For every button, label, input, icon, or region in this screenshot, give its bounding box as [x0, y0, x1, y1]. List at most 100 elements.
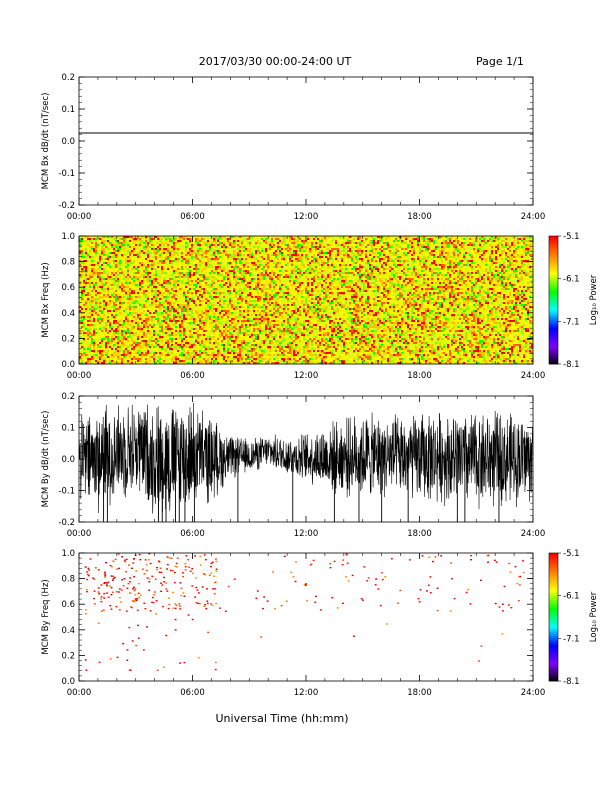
bx-spectrogram-cell: [133, 334, 136, 337]
bx-spectrogram-cell: [115, 272, 118, 275]
bx-spectrogram-cell: [127, 292, 130, 295]
bx-spectrogram-cell: [249, 344, 252, 347]
bx-spectrogram-cell: [223, 284, 226, 287]
bx-spectrogram-cell: [109, 324, 112, 327]
bx-spectrogram-cell: [259, 236, 262, 239]
bx-spectrogram-cell: [177, 262, 180, 265]
bx-spectrogram-cell: [101, 328, 104, 331]
bx-spectrogram-cell: [109, 310, 112, 313]
bx-spectrogram-cell: [227, 260, 230, 263]
bx-spectrogram-cell: [131, 256, 134, 259]
bx-spectrogram-cell: [221, 312, 224, 315]
bx-spectrogram-cell: [217, 358, 220, 361]
bx-spectrogram-cell: [93, 260, 96, 263]
bx-spectrogram-cell: [89, 254, 92, 257]
bx-spectrogram-cell: [217, 346, 220, 349]
bx-spectrogram-cell: [85, 266, 88, 269]
bx-spectrogram-cell: [267, 274, 270, 277]
bx-spectrogram-cell: [257, 306, 260, 309]
bx-spectrogram-cell: [227, 326, 230, 329]
bx-spectrogram-cell: [155, 270, 158, 273]
bx-spectrogram-cell: [147, 308, 150, 311]
bx-spectrogram-cell: [239, 336, 242, 339]
bx-spectrogram-cell: [153, 296, 156, 299]
bx-spectrogram-cell: [257, 284, 260, 287]
bx-spectrogram-cell: [227, 284, 230, 287]
bx-spectrogram-cell: [267, 350, 270, 353]
bx-spectrogram-cell: [163, 350, 166, 353]
bx-spectrogram-cell: [105, 244, 108, 247]
bx-spectrogram-cell: [195, 254, 198, 257]
bx-spectrogram-cell: [139, 314, 142, 317]
bx-spectrogram-cell: [261, 268, 264, 271]
bx-spectrogram-cell: [239, 312, 242, 315]
bx-spectrogram-cell: [133, 326, 136, 329]
bx-spectrogram-cell: [257, 336, 260, 339]
bx-spectrogram-cell: [221, 264, 224, 267]
bx-spectrogram-cell: [155, 318, 158, 321]
bx-spectrogram-cell: [265, 256, 268, 259]
bx-spectrogram-cell: [171, 240, 174, 243]
bx-spectrogram-cell: [117, 240, 120, 243]
bx-spectrogram-cell: [245, 354, 248, 357]
bx-spectrogram-cell: [81, 296, 84, 299]
bx-spectrogram-cell: [141, 248, 144, 251]
bx-spectrogram-cell: [157, 236, 160, 239]
bx-spectrogram-cell: [133, 308, 136, 311]
bx-spectrogram-cell: [191, 356, 194, 359]
bx-spectrogram-cell: [157, 362, 160, 365]
bx-spectrogram-cell: [263, 342, 266, 345]
bx-spectrogram-cell: [247, 236, 250, 239]
bx-spectrogram-cell: [217, 332, 220, 335]
bx-spectrogram-cell: [207, 276, 210, 279]
bx-spectrogram-cell: [233, 266, 236, 269]
bx-spectrogram-cell: [219, 270, 222, 273]
bx-spectrogram-cell: [201, 288, 204, 291]
bx-spectrogram-cell: [183, 334, 186, 337]
bx-spectrogram-cell: [87, 284, 90, 287]
bx-spectrogram-cell: [117, 308, 120, 311]
bx-spectrogram-cell: [127, 268, 130, 271]
bx-spectrogram-cell: [137, 256, 140, 259]
bx-spectrogram-cell: [185, 332, 188, 335]
bx-spectrogram-cell: [213, 294, 216, 297]
bx-spectrogram-cell: [143, 242, 146, 245]
bx-spectrogram-cell: [199, 258, 202, 261]
bx-spectrogram-cell: [105, 354, 108, 357]
bx-spectrogram-cell: [247, 328, 250, 331]
bx-spectrogram-cell: [85, 348, 88, 351]
bx-spectrogram-cell: [101, 318, 104, 321]
bx-spectrogram-cell: [157, 254, 160, 257]
bx-spectrogram-cell: [241, 324, 244, 327]
bx-spectrogram-cell: [211, 322, 214, 325]
bx-spectrogram-cell: [175, 304, 178, 307]
bx-spectrogram-cell: [227, 292, 230, 295]
bx-spectrogram-cell: [93, 256, 96, 259]
bx-spectrogram-cell: [259, 288, 262, 291]
bx-spectrogram-cell: [135, 264, 138, 267]
bx-spectrogram-cell: [173, 294, 176, 297]
bx-spectrogram-cell: [183, 350, 186, 353]
bx-spectrogram-cell: [239, 354, 242, 357]
bx-spectrogram-cell: [145, 268, 148, 271]
bx-spectrogram-cell: [217, 296, 220, 299]
bx-spectrogram-cell: [253, 354, 256, 357]
bx-spectrogram-cell: [133, 282, 136, 285]
bx-spectrogram-cell: [157, 240, 160, 243]
bx-spectrogram-cell: [111, 250, 114, 253]
bx-spectrogram-cell: [167, 310, 170, 313]
bx-spectrogram-cell: [99, 356, 102, 359]
bx-spectrogram-cell: [213, 272, 216, 275]
bx-spectrogram-cell: [155, 264, 158, 267]
bx-spectrogram-cell: [197, 346, 200, 349]
bx-spectrogram-cell: [109, 312, 112, 315]
bx-spectrogram-cell: [115, 270, 118, 273]
bx-spectrogram-cell: [261, 290, 264, 293]
bx-spectrogram-cell: [213, 270, 216, 273]
bx-spectrogram-cell: [229, 242, 232, 245]
bx-spectrogram-cell: [269, 288, 272, 291]
bx-spectrogram-cell: [147, 332, 150, 335]
bx-spectrogram-cell: [131, 354, 134, 357]
bx-spectrogram-cell: [143, 324, 146, 327]
bx-spectrogram-cell: [261, 322, 264, 325]
